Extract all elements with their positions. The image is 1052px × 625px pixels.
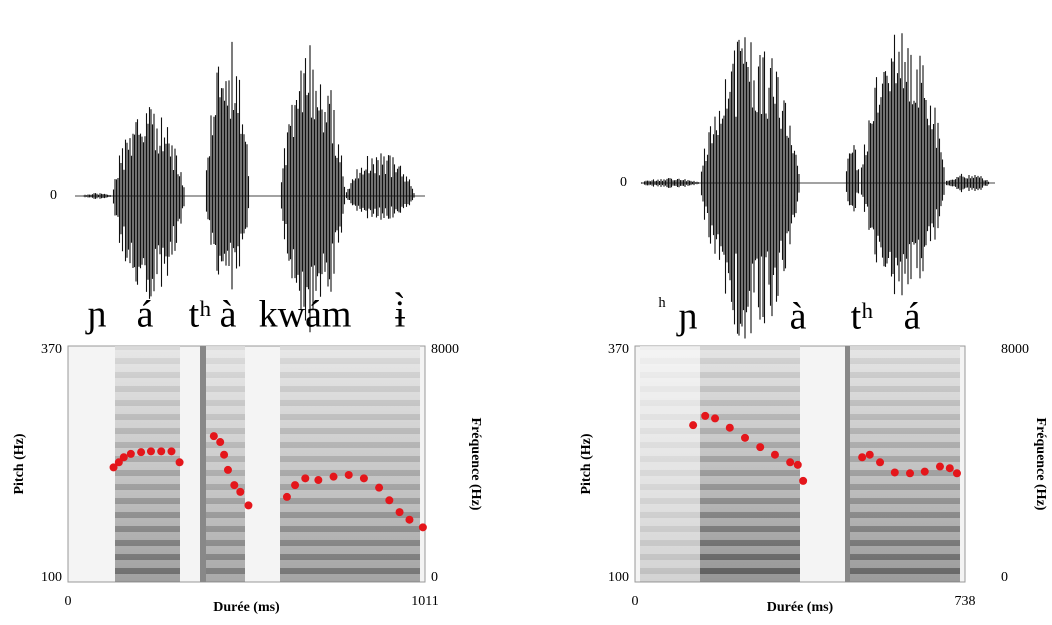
pitch-point	[175, 458, 184, 467]
pitch-point	[167, 447, 176, 456]
waveform	[640, 33, 990, 339]
pitch-point	[223, 465, 232, 474]
pitch-point	[282, 492, 291, 501]
y-axis-label: Pitch (Hz)	[579, 433, 594, 494]
segment-label: á	[904, 296, 921, 338]
x-tick-label: 0	[632, 594, 639, 609]
pitch-point	[344, 470, 353, 479]
y-tick-label: 370	[608, 342, 629, 357]
y2-tick-label: 0	[431, 570, 438, 585]
spectrogram-fade	[115, 346, 180, 582]
pitch-point	[119, 453, 128, 462]
segment-label: kwám	[259, 294, 352, 336]
pitch-point	[786, 458, 795, 467]
pitch-point	[405, 515, 414, 524]
pitch-point	[876, 458, 885, 467]
pitch-point	[725, 423, 734, 432]
panel: 0 ʰ ɲ à tʰ á 100 370 0 8000 0 738 Durée (ms) Pitch (H…	[579, 33, 1048, 615]
pitch-point	[359, 474, 368, 483]
y2-axis-label: Fréquence (Hz)	[468, 418, 483, 511]
segment-label: ʰ	[658, 294, 666, 320]
x-tick-label: 1011	[411, 594, 438, 609]
pitch-point	[109, 463, 118, 472]
y2-axis-label: Fréquence (Hz)	[1033, 418, 1048, 511]
pitch-point	[793, 460, 802, 469]
pitch-point	[236, 487, 245, 496]
segment-label: ɨ̀	[395, 293, 406, 336]
pitch-point	[114, 458, 123, 467]
x-axis-label: Durée (ms)	[213, 600, 280, 615]
pitch-point	[244, 501, 253, 510]
spectrogram-fade	[700, 346, 800, 582]
pitch-point	[418, 523, 427, 532]
y2-tick-label: 8000	[431, 342, 459, 357]
x-tick-label: 0	[65, 594, 72, 609]
pitch-point	[920, 467, 929, 476]
pitch-point	[890, 468, 899, 477]
spectrogram-fade	[280, 346, 420, 582]
pitch-point	[701, 411, 710, 420]
pitch-point	[137, 448, 146, 457]
pitch-point	[945, 464, 954, 473]
pitch-point	[952, 469, 961, 478]
pitch-point	[157, 447, 166, 456]
y2-tick-label: 0	[1001, 570, 1008, 585]
waveform-tick-label: 0	[620, 175, 627, 190]
x-tick-label: 738	[955, 594, 976, 609]
segment-label: tʰ	[851, 296, 874, 338]
segment-label: ɲ	[85, 294, 107, 336]
pitch-point	[858, 453, 867, 462]
panel: 0 ɲ á tʰ à kwám ɨ̀ 100 370 0 8000 0 1011 Durée (ms) Pi…	[12, 41, 483, 615]
segment-label: á	[137, 294, 154, 336]
y-tick-label: 100	[608, 570, 629, 585]
pitch-point	[756, 443, 765, 452]
pitch-point	[711, 414, 720, 423]
pitch-point	[935, 462, 944, 471]
segment-label: ɲ	[676, 296, 698, 338]
pitch-point	[230, 481, 239, 490]
pitch-point	[395, 508, 404, 517]
pitch-point	[865, 450, 874, 459]
pitch-point	[126, 449, 135, 458]
pitch-point	[146, 447, 155, 456]
segment-label: à	[790, 296, 807, 338]
pitch-point	[314, 476, 323, 485]
spectrogram-closure	[200, 346, 206, 582]
spectrogram-fade	[848, 346, 960, 582]
pitch-point	[770, 450, 779, 459]
waveform	[82, 41, 415, 333]
waveform-tick-label: 0	[50, 188, 57, 203]
spectrogram-closure	[845, 346, 850, 582]
pitch-point	[301, 474, 310, 483]
segment-label: à	[220, 294, 237, 336]
pitch-point	[291, 481, 300, 490]
pitch-point	[216, 438, 225, 447]
y-tick-label: 100	[41, 570, 62, 585]
pitch-point	[689, 421, 698, 430]
y-tick-label: 370	[41, 342, 62, 357]
segment-label: tʰ	[189, 294, 212, 336]
y-axis-label: Pitch (Hz)	[12, 433, 27, 494]
pitch-point	[799, 476, 808, 485]
pitch-point	[220, 450, 229, 459]
pitch-point	[385, 496, 394, 505]
x-axis-label: Durée (ms)	[767, 600, 834, 615]
pitch-point	[375, 483, 384, 492]
spectrogram-fade	[640, 346, 700, 582]
pitch-point	[906, 469, 914, 478]
pitch-point	[209, 432, 218, 441]
spectrogram-fade	[205, 346, 245, 582]
y2-tick-label: 8000	[1001, 342, 1029, 357]
pitch-point	[329, 472, 338, 481]
pitch-point	[741, 433, 749, 442]
